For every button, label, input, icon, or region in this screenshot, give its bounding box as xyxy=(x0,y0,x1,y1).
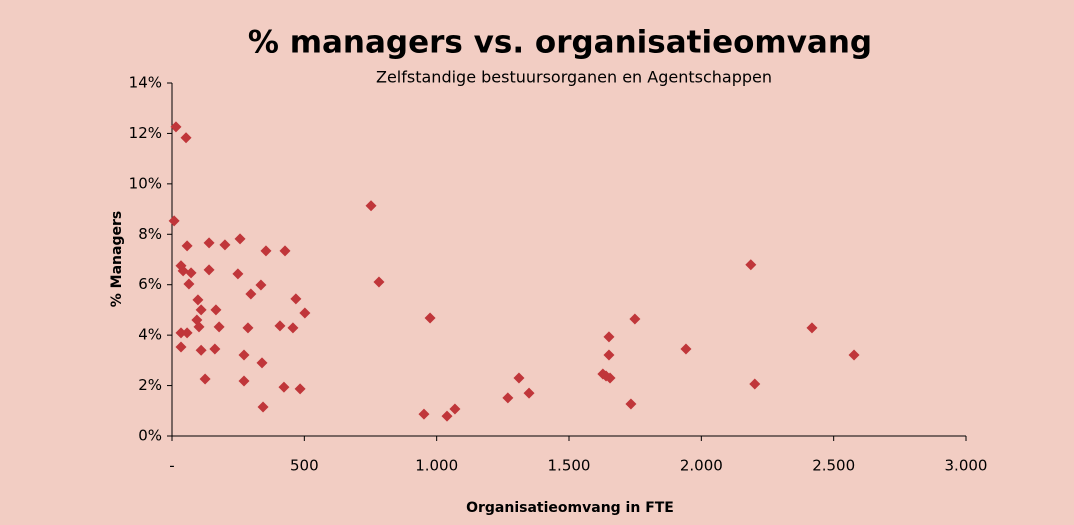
point xyxy=(193,321,205,333)
point xyxy=(183,278,195,290)
point xyxy=(294,383,306,395)
y-tick-label: 14% xyxy=(129,74,162,92)
point xyxy=(523,387,535,399)
point xyxy=(749,378,761,390)
point xyxy=(180,132,192,144)
point xyxy=(600,370,612,382)
point xyxy=(260,245,272,257)
point xyxy=(175,327,187,339)
y-tick-label: 4% xyxy=(138,326,162,344)
point xyxy=(203,237,215,249)
point xyxy=(195,344,207,356)
chart-title: % managers vs. organisatieomvang xyxy=(248,25,872,61)
point xyxy=(213,321,225,333)
x-tick-label: 3.000 xyxy=(945,457,988,475)
point xyxy=(234,233,246,245)
x-tick-label: 2.000 xyxy=(680,457,723,475)
point xyxy=(199,373,211,385)
point xyxy=(195,304,207,316)
point xyxy=(255,279,267,291)
point xyxy=(513,372,525,384)
x-tick-label: - xyxy=(169,457,174,475)
point xyxy=(603,349,615,361)
point xyxy=(745,259,757,271)
x-axis-label: Organisatieomvang in FTE xyxy=(466,500,674,516)
point xyxy=(449,403,461,415)
point xyxy=(245,288,257,300)
y-tick-label: 0% xyxy=(138,427,162,445)
point xyxy=(177,265,189,277)
point xyxy=(424,312,436,324)
y-tick-label: 12% xyxy=(129,124,162,142)
y-tick-label: 10% xyxy=(129,174,162,192)
point xyxy=(192,294,204,306)
point xyxy=(441,410,453,422)
point xyxy=(242,322,254,334)
point xyxy=(170,121,182,133)
point xyxy=(418,408,430,420)
point xyxy=(278,381,290,393)
point xyxy=(209,343,221,355)
point xyxy=(373,276,385,288)
point xyxy=(625,398,637,410)
point xyxy=(256,357,268,369)
point xyxy=(279,245,291,257)
x-tick-label: 1.000 xyxy=(415,457,458,475)
point xyxy=(210,304,222,316)
point xyxy=(238,349,250,361)
point xyxy=(238,375,250,387)
point xyxy=(287,322,299,334)
point xyxy=(168,215,180,227)
point xyxy=(848,349,860,361)
point xyxy=(232,268,244,280)
point xyxy=(185,267,197,279)
point xyxy=(502,392,514,404)
point xyxy=(629,313,641,325)
point xyxy=(181,327,193,339)
chart-subtitle: Zelfstandige bestuursorganen en Agentsch… xyxy=(376,68,772,87)
point xyxy=(806,322,818,334)
x-tick-label: 500 xyxy=(290,457,319,475)
y-tick-label: 6% xyxy=(138,275,162,293)
point xyxy=(257,401,269,413)
point xyxy=(274,320,286,332)
point xyxy=(680,343,692,355)
point xyxy=(219,239,231,251)
point xyxy=(181,240,193,252)
y-tick-label: 2% xyxy=(138,376,162,394)
x-tick-label: 1.500 xyxy=(548,457,591,475)
point xyxy=(299,307,311,319)
point xyxy=(603,331,615,343)
point xyxy=(365,200,377,212)
x-tick-label: 2.500 xyxy=(812,457,855,475)
point xyxy=(175,341,187,353)
point xyxy=(203,264,215,276)
point xyxy=(290,293,302,305)
y-axis-label: % Managers xyxy=(109,211,125,307)
y-tick-label: 8% xyxy=(138,225,162,243)
